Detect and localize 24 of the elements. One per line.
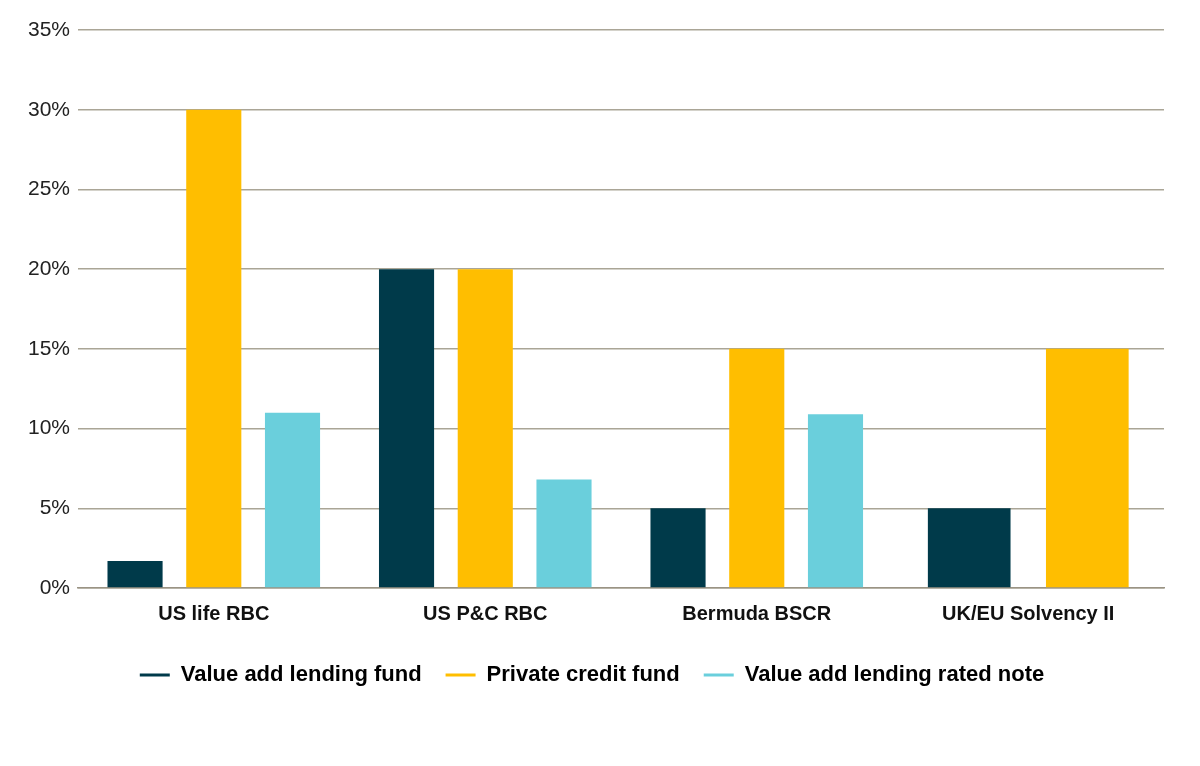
y-tick-label: 15%: [28, 335, 71, 359]
x-tick-label: US life RBC: [158, 601, 270, 624]
legend-label: Value add lending rated note: [744, 661, 1045, 687]
x-tick-label: US P&C RBC: [423, 601, 548, 624]
legend-label: Value add lending fund: [180, 661, 422, 687]
bar: [264, 412, 321, 588]
y-tick-label: 30%: [28, 96, 71, 120]
bar: [107, 560, 163, 588]
legend-label: Private credit fund: [486, 661, 680, 687]
x-tick-label: UK/EU Solvency II: [942, 601, 1115, 624]
bar: [650, 508, 706, 588]
bar: [457, 269, 513, 588]
y-tick-label: 25%: [28, 176, 71, 200]
bar: [807, 414, 864, 588]
bar: [536, 479, 592, 588]
y-tick-label: 5%: [39, 495, 71, 519]
bar: [729, 348, 785, 588]
bar: [186, 109, 242, 588]
y-tick-label: 35%: [28, 16, 71, 40]
y-tick-label: 10%: [28, 415, 71, 439]
x-tick-label: Bermuda BSCR: [682, 601, 832, 624]
y-tick-label: 0%: [39, 574, 71, 598]
y-tick-label: 20%: [28, 255, 71, 279]
bar: [378, 269, 435, 588]
